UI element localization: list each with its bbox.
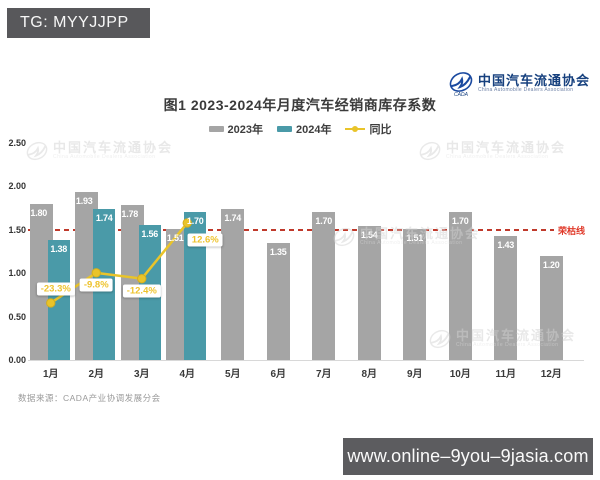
yoy-percent-label: -23.3% — [36, 282, 75, 296]
watermark-text: 中国汽车流通协会 China Automobile Dealers Associa… — [446, 140, 567, 161]
legend-label-2024: 2024年 — [296, 124, 332, 136]
bar-value-2023: 1.20 — [542, 259, 560, 270]
bar-value-2023: 1.78 — [121, 209, 139, 220]
watermark-cn: 中国汽车流通协会 — [446, 140, 567, 156]
x-axis-month-label: 3月 — [133, 369, 150, 380]
bar-value-2023: 1.70 — [451, 216, 469, 227]
bar-2023 — [494, 235, 518, 360]
chart-title: 图1 2023-2024年月度汽车经销商库存系数 — [163, 97, 437, 113]
cada-abbr: CADA — [454, 92, 468, 98]
bar-value-2023: 1.93 — [75, 196, 93, 207]
bar-2023 — [266, 242, 290, 360]
threshold-dashed-line — [28, 228, 554, 231]
watermark-swoosh-icon — [419, 141, 441, 161]
x-axis-month-label: 10月 — [449, 369, 471, 380]
watermark-text: 中国汽车流通协会 China Automobile Dealers Associa… — [53, 140, 174, 161]
x-axis-month-label: 6月 — [270, 369, 287, 380]
yoy-percent-label: -9.8% — [79, 278, 113, 292]
top-left-tag-banner: TG: MYYJJPP — [7, 8, 150, 38]
bar-value-2024: 1.56 — [141, 228, 159, 239]
y-axis-tick-label: 1.50 — [8, 224, 26, 235]
legend-swatch-2024 — [277, 126, 292, 132]
x-axis-month-label: 9月 — [406, 369, 423, 380]
cada-logo-text: 中国汽车流通协会 China Automobile Dealers Associ… — [477, 73, 590, 94]
cada-name-cn: 中国汽车流通协会 — [477, 73, 590, 89]
legend-yoy-dot — [352, 126, 359, 132]
association-watermark: 中国汽车流通协会 China Automobile Dealers Associa… — [25, 140, 173, 162]
bar-value-2024: 1.70 — [186, 216, 204, 227]
legend-swatch-2023 — [208, 126, 224, 132]
y-axis-tick-label: 0.00 — [8, 355, 26, 365]
bar-value-2023: 1.80 — [30, 207, 48, 218]
watermark-en: China Automobile Dealers Association — [53, 154, 156, 161]
threshold-label: 荣枯线 — [558, 225, 586, 236]
bar-2023 — [29, 203, 53, 360]
url-text: www.online–9you–9jasia.com — [347, 446, 589, 466]
y-axis-tick-label: 2.50 — [8, 138, 26, 148]
x-axis-month-label: 12月 — [540, 369, 562, 380]
bar-value-2023: 1.54 — [360, 230, 378, 241]
bar-value-2023: 1.51 — [166, 232, 184, 243]
legend-item-2023: 2023年 — [208, 121, 263, 137]
bar-2023 — [539, 255, 563, 360]
legend-item-yoy: 同比 — [345, 121, 391, 137]
bar-2023 — [403, 228, 427, 360]
bar-value-2023: 1.70 — [315, 216, 333, 227]
cada-logo-emblem-wrap: CADA — [448, 70, 474, 98]
bar-2023 — [448, 212, 472, 360]
x-axis-month-label: 5月 — [224, 369, 241, 380]
x-axis-month-label: 2月 — [88, 369, 105, 380]
x-axis-line — [28, 360, 584, 361]
cada-swoosh-icon — [449, 72, 473, 92]
cada-name-en: China Automobile Dealers Association — [477, 87, 574, 94]
tag-text: TG: MYYJJPP — [20, 14, 129, 31]
watermark-en: China Automobile Dealers Association — [446, 154, 549, 161]
watermark-swoosh-icon — [26, 141, 48, 161]
bar-2024 — [47, 240, 70, 360]
bar-value-2024: 1.74 — [95, 212, 113, 223]
x-axis-month-label: 1月 — [42, 369, 59, 380]
legend-label-2023: 2023年 — [227, 124, 263, 136]
x-axis-month-label: 11月 — [495, 369, 517, 380]
bar-2023 — [357, 226, 381, 360]
legend-yoy-line-icon — [345, 125, 366, 133]
x-axis-month-label: 4月 — [179, 369, 196, 380]
association-watermark: 中国汽车流通协会 China Automobile Dealers Associa… — [418, 140, 566, 162]
chart-legend: 2023年 2024年 同比 — [0, 121, 600, 137]
x-axis-month-label: 8月 — [361, 369, 378, 380]
bar-value-2023: 1.43 — [497, 239, 515, 250]
legend-item-2024: 2024年 — [277, 121, 331, 137]
data-source-note: 数据来源：CADA产业协调发展分会 — [18, 393, 161, 403]
bottom-right-url-banner: www.online–9you–9jasia.com — [343, 438, 593, 475]
bar-2023 — [312, 212, 336, 360]
y-axis-tick-label: 2.00 — [8, 181, 26, 192]
watermark-cn: 中国汽车流通协会 — [53, 140, 174, 156]
bar-value-2023: 1.51 — [406, 232, 424, 243]
cada-logo: CADA 中国汽车流通协会 China Automobile Dealers A… — [448, 70, 590, 98]
x-axis-month-label: 7月 — [315, 369, 332, 380]
bar-2024 — [184, 212, 207, 360]
bar-value-2024: 1.38 — [50, 244, 68, 255]
bar-value-2023: 1.35 — [269, 246, 287, 257]
y-axis-tick-label: 1.00 — [8, 268, 26, 279]
y-axis-tick-label: 0.50 — [8, 311, 26, 322]
bar-value-2023: 1.74 — [224, 212, 242, 223]
bar-2023 — [221, 208, 245, 360]
yoy-percent-label: -12.4% — [122, 284, 161, 298]
yoy-percent-label: 12.6% — [187, 233, 223, 247]
legend-label-yoy: 同比 — [369, 124, 392, 136]
